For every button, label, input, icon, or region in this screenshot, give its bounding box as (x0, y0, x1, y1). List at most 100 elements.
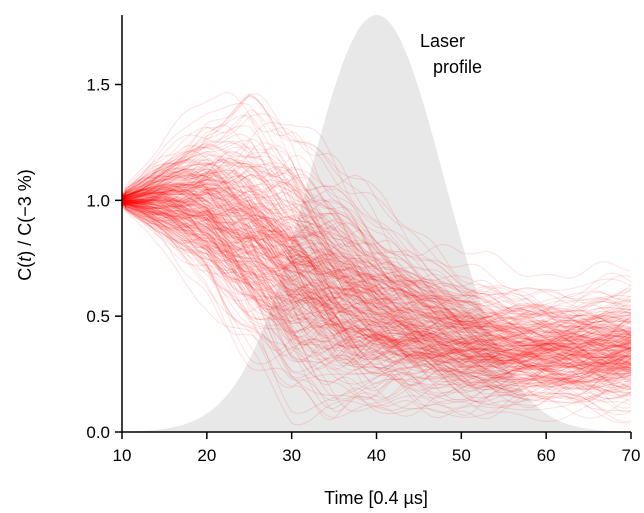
y-tick-label: 0.0 (86, 423, 110, 442)
trace-line (121, 199, 632, 384)
trace-line (121, 181, 632, 335)
trace-line (121, 201, 632, 399)
trace-line (121, 94, 632, 317)
trace-line (121, 203, 632, 384)
trace-line (121, 198, 632, 382)
trace-line (121, 198, 632, 375)
trace-line (121, 184, 632, 370)
trace-line (121, 202, 632, 391)
trace-line (121, 174, 632, 368)
ticks-layer: 10 20 30 40 50 60 70 0.0 0.5 1.0 1.5 (86, 76, 640, 466)
trace-line (121, 113, 632, 327)
trace-line (121, 174, 632, 350)
y-axis-title-italic: t (15, 256, 35, 262)
trace-line (121, 196, 632, 369)
trace-line (121, 146, 632, 319)
trace-line (121, 203, 632, 391)
trace-line (121, 199, 632, 373)
trace-line (121, 193, 632, 367)
trace-line (121, 164, 632, 333)
trace-line (121, 201, 632, 400)
trace-line (121, 198, 632, 373)
x-tick-label: 60 (537, 446, 556, 465)
trace-line (121, 193, 632, 372)
trace-line (121, 174, 632, 351)
trace-line (121, 191, 632, 362)
trace-line (121, 162, 632, 335)
trace-line (121, 200, 632, 419)
trace-line (121, 197, 632, 379)
trace-line (121, 194, 632, 369)
trace-line (121, 181, 632, 354)
trace-line (121, 194, 632, 421)
trace-line (121, 178, 632, 359)
trace-line (121, 161, 632, 334)
trace-line (121, 195, 632, 378)
laser-profile-layer (122, 15, 631, 432)
trace-line (121, 199, 632, 371)
trace-line (121, 200, 632, 411)
trace-line (122, 204, 632, 397)
trace-line (121, 174, 632, 351)
trace-line (121, 198, 632, 412)
trace-line (121, 197, 632, 372)
trace-line (121, 199, 632, 374)
trace-line (121, 197, 632, 370)
trace-line (121, 191, 632, 360)
trace-line (121, 162, 632, 340)
trace-line (121, 196, 632, 347)
trace-line (121, 191, 632, 381)
trace-line (121, 189, 632, 356)
trace-line (121, 193, 632, 365)
trace-line (121, 187, 632, 348)
trace-line (121, 166, 632, 333)
trace-line (121, 164, 632, 348)
trace-line (121, 184, 632, 350)
trace-line (121, 185, 632, 326)
trace-line (121, 185, 632, 348)
trace-line (121, 197, 632, 387)
trace-line (121, 193, 632, 368)
trace-line (121, 174, 632, 363)
trace-line (121, 193, 632, 365)
trace-line (121, 201, 632, 383)
trace-line (121, 188, 632, 364)
trace-line (121, 180, 632, 343)
trace-line (121, 198, 632, 413)
trace-line (121, 159, 632, 339)
trace-line (121, 199, 632, 352)
laser-label-line2: profile (433, 57, 482, 77)
trace-line (121, 125, 632, 326)
trace-line (121, 186, 632, 342)
x-tick-label: 40 (367, 446, 386, 465)
trace-line (121, 202, 632, 378)
trace-line (121, 199, 632, 397)
trace-line (121, 197, 632, 368)
trace-line (121, 198, 632, 359)
trace-line (121, 180, 632, 337)
trace-line (121, 158, 632, 340)
trace-line (121, 197, 632, 359)
trace-line (121, 196, 632, 411)
trace-line (121, 198, 632, 400)
trace-line (121, 192, 632, 342)
laser-label-line1: Laser (420, 31, 465, 51)
trace-line (121, 170, 632, 336)
trace-line (121, 194, 632, 384)
trace-line (121, 102, 632, 296)
trace-line (121, 142, 632, 336)
trace-line (121, 197, 632, 388)
trace-line (121, 198, 632, 402)
trace-line (121, 162, 632, 351)
trace-line (121, 203, 632, 384)
trace-line (121, 201, 632, 382)
trace-line (121, 189, 632, 357)
trace-line (121, 200, 632, 403)
trace-line (121, 172, 632, 336)
trace-line (121, 182, 632, 348)
trace-line (121, 150, 632, 356)
trace-line (121, 202, 632, 379)
trace-line (121, 185, 632, 362)
trace-line (121, 201, 632, 381)
trace-line (121, 195, 632, 387)
